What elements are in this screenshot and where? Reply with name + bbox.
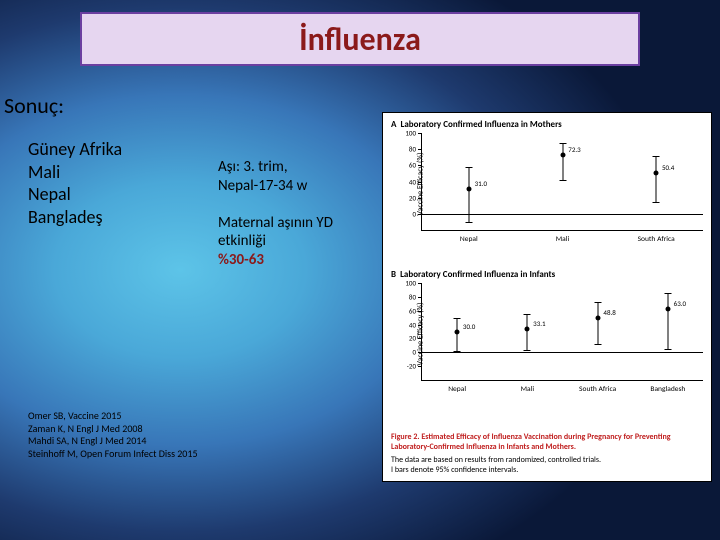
reference-item: Mahdi SA, N Engl J Med 2014 bbox=[28, 435, 198, 448]
panel-subtitle: Laboratory Confirmed Influenza in Mother… bbox=[401, 119, 562, 130]
references: Omer SB, Vaccine 2015 Zaman K, N Engl J … bbox=[28, 410, 198, 460]
result-label: Sonuç: bbox=[4, 92, 64, 119]
panel-label: B bbox=[391, 269, 396, 280]
country-list: Güney Afrika Mali Nepal Bangladeş bbox=[28, 138, 122, 228]
plot-area-b: -20020406080100NepalMaliSouth AfricaBang… bbox=[421, 283, 703, 381]
panel-label: A bbox=[391, 119, 396, 130]
chart-panel-a: A Laboratory Confirmed Influenza in Moth… bbox=[421, 119, 703, 249]
country-item: Bangladeş bbox=[28, 206, 122, 229]
mid-line: Nepal-17-34 w bbox=[218, 177, 333, 196]
mid-line: Aşı: 3. trim, bbox=[218, 158, 333, 177]
title-box: İnfluenza bbox=[80, 12, 640, 66]
country-item: Mali bbox=[28, 161, 122, 184]
page-title: İnfluenza bbox=[299, 20, 421, 59]
figure-caption: Figure 2. Estimated Efficacy of Influenz… bbox=[391, 432, 703, 475]
figure-panel: A Laboratory Confirmed Influenza in Moth… bbox=[382, 112, 712, 482]
mid-line: etkinliği bbox=[218, 232, 333, 251]
chart-panel-b: B Laboratory Confirmed Influenza in Infa… bbox=[421, 269, 703, 399]
caption-body: Estimated Efficacy of Influenza Vaccinat… bbox=[391, 432, 671, 452]
country-item: Nepal bbox=[28, 183, 122, 206]
reference-item: Steinhoff M, Open Forum Infect Diss 2015 bbox=[28, 448, 198, 461]
caption-title: Figure 2. bbox=[391, 432, 420, 442]
caption-note: I bars denote 95% confidence intervals. bbox=[391, 465, 703, 475]
plot-area-a: 020406080100NepalMaliSouth Africa31.072.… bbox=[421, 133, 703, 231]
country-item: Güney Afrika bbox=[28, 138, 122, 161]
mid-highlight: %30-63 bbox=[218, 251, 333, 270]
caption-note: The data are based on results from rando… bbox=[391, 455, 703, 465]
mid-line: Maternal aşının YD bbox=[218, 214, 333, 233]
reference-item: Omer SB, Vaccine 2015 bbox=[28, 410, 198, 423]
panel-subtitle: Laboratory Confirmed Influenza in Infant… bbox=[400, 269, 555, 280]
mid-text: Aşı: 3. trim, Nepal-17-34 w Maternal aşı… bbox=[218, 158, 333, 270]
